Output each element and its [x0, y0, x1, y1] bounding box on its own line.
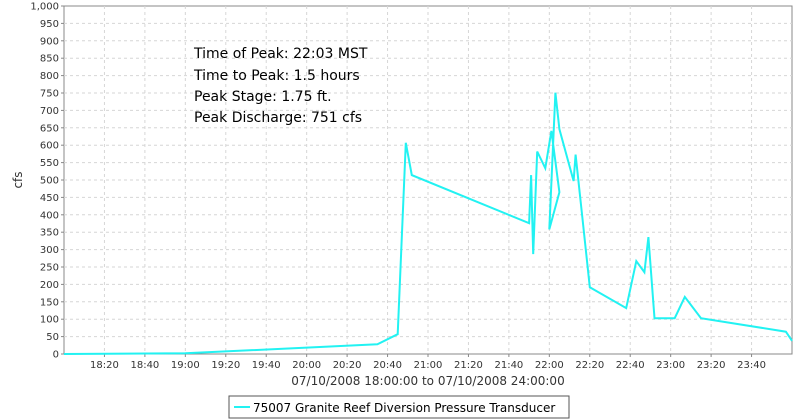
- y-tick-label: 600: [40, 141, 59, 152]
- y-tick-label: 550: [40, 158, 59, 169]
- x-tick-label: 21:40: [494, 360, 523, 371]
- x-tick-label: 23:40: [737, 360, 766, 371]
- y-tick-label: 900: [40, 36, 59, 47]
- y-tick-label: 800: [40, 71, 59, 82]
- annotation-peak-stage: Peak Stage: 1.75 ft.: [194, 89, 332, 105]
- x-tick-label: 20:00: [292, 360, 321, 371]
- x-tick-label: 23:00: [656, 360, 685, 371]
- y-tick-label: 50: [46, 332, 59, 343]
- x-tick-label: 20:20: [333, 360, 362, 371]
- y-tick-label: 750: [40, 89, 59, 100]
- y-tick-label: 650: [40, 123, 59, 134]
- y-tick-label: 850: [40, 54, 59, 65]
- annotation-peak-discharge: Peak Discharge: 751 cfs: [194, 110, 362, 126]
- x-tick-label: 19:00: [171, 360, 200, 371]
- y-tick-label: 950: [40, 19, 59, 30]
- y-tick-label: 100: [40, 315, 59, 326]
- y-tick-label: 400: [40, 210, 59, 221]
- x-tick-label: 19:20: [211, 360, 240, 371]
- y-tick-label: 500: [40, 176, 59, 187]
- legend-entry: 75007 Granite Reef Diversion Pressure Tr…: [253, 401, 555, 415]
- x-tick-label: 22:20: [575, 360, 604, 371]
- y-tick-label: 700: [40, 106, 59, 117]
- grid: [64, 6, 792, 354]
- x-tick-label: 20:40: [373, 360, 402, 371]
- y-tick-label: 0: [53, 350, 59, 361]
- annotation-time-of-peak: Time of Peak: 22:03 MST: [193, 46, 368, 62]
- y-tick-label: 300: [40, 245, 59, 256]
- y-tick-label: 150: [40, 297, 59, 308]
- annotation-time-to-peak: Time to Peak: 1.5 hours: [193, 68, 360, 84]
- x-tick-label: 18:20: [90, 360, 119, 371]
- x-tick-label: 21:00: [414, 360, 443, 371]
- y-axis-label: cfs: [11, 171, 25, 188]
- y-tick-label: 200: [40, 280, 59, 291]
- legend: 75007 Granite Reef Diversion Pressure Tr…: [228, 395, 570, 419]
- x-tick-label: 22:00: [535, 360, 564, 371]
- x-tick-label: 18:40: [130, 360, 159, 371]
- x-tick-label: 21:20: [454, 360, 483, 371]
- x-tick-label: 22:40: [616, 360, 645, 371]
- x-axis-label: 07/10/2008 18:00:00 to 07/10/2008 24:00:…: [291, 374, 564, 388]
- series-line: [63, 92, 793, 355]
- y-tick-label: 350: [40, 228, 59, 239]
- y-axis-ticks: 0 50 100 150 200 250 300 350 400 450 500 550 600 650 7…: [30, 2, 64, 361]
- y-tick-label: 450: [40, 193, 59, 204]
- x-axis-ticks: 18:20 18:40 19:00 19:20 19:40 20:00 20:20 20:40…: [90, 354, 766, 371]
- legend-box: [228, 395, 570, 419]
- x-tick-label: 19:40: [252, 360, 281, 371]
- y-tick-label: 1,000: [30, 2, 59, 13]
- x-tick-label: 23:20: [697, 360, 726, 371]
- y-tick-label: 250: [40, 263, 59, 274]
